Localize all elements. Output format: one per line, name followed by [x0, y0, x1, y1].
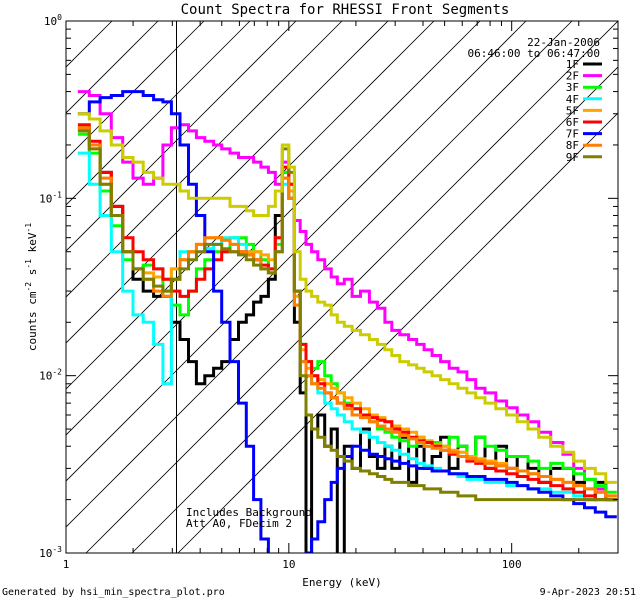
legend-label-8f: 8F	[566, 139, 579, 152]
hatch-line	[66, 21, 343, 298]
hatch-line	[131, 66, 618, 553]
x-tick-label: 10	[282, 558, 295, 571]
y-label-exp: -1	[24, 223, 33, 233]
hatch-line	[66, 21, 527, 482]
series-line-7f	[77, 90, 617, 553]
legend-label-2f: 2F	[566, 70, 579, 83]
hatch-line	[66, 21, 297, 252]
axis-ticks: 1 10 100 10-3 10-2 10-1 100	[39, 13, 619, 571]
y-tick-label: 10-2	[39, 368, 62, 383]
legend-label-4f: 4F	[566, 93, 579, 106]
series-line-2f	[77, 90, 617, 502]
legend-time-range: 06:46:00 to 06:47:00	[468, 47, 600, 60]
legend-label-6f: 6F	[566, 116, 579, 129]
y-axis-label: counts cm-2 s-1 keV-1	[24, 223, 39, 351]
hatch-line	[66, 21, 435, 390]
y-label-part: counts cm	[26, 291, 39, 351]
y-label-part: s	[26, 269, 39, 282]
hatch-line	[66, 21, 251, 206]
y-tick-label: 10-1	[39, 190, 62, 205]
x-tick-label: 100	[502, 558, 522, 571]
y-tick-label: 100	[44, 13, 62, 28]
hatch-line	[66, 21, 159, 114]
annotation-background: Includes Background	[186, 506, 312, 519]
hatch-line	[177, 112, 618, 553]
y-label-exp: -1	[24, 259, 33, 269]
footer-timestamp: 9-Apr-2023 20:51	[540, 587, 636, 598]
legend-label-1f: 1F	[566, 58, 579, 71]
legend-label-5f: 5F	[566, 104, 579, 117]
legend-label-9f: 9F	[566, 151, 579, 164]
annotation-attenuator: Att A0, FDecim 2	[186, 517, 292, 530]
chart-title: Count Spectra for RHESSI Front Segments	[181, 2, 510, 18]
legend-label-7f: 7F	[566, 128, 579, 141]
series-layer	[77, 90, 617, 553]
y-tick-label: 10-3	[39, 545, 62, 560]
series-line-9f	[77, 129, 617, 502]
series-line-extra-9	[77, 112, 617, 484]
legend-header: 22-Jan-2006 06:46:00 to 06:47:00	[468, 36, 600, 60]
legend-date: 22-Jan-2006	[527, 36, 600, 49]
x-axis-label: Energy (keV)	[302, 576, 381, 589]
series-line-8f	[77, 126, 617, 498]
legend-label-3f: 3F	[566, 81, 579, 94]
y-label-exp: -2	[24, 282, 33, 292]
plot-frame	[65, 20, 619, 554]
footer-generator: Generated by hsi_min_spectra_plot.pro	[2, 587, 225, 598]
y-label-part: keV	[26, 232, 39, 259]
hatch-line	[66, 21, 205, 160]
x-tick-label: 1	[63, 558, 70, 571]
